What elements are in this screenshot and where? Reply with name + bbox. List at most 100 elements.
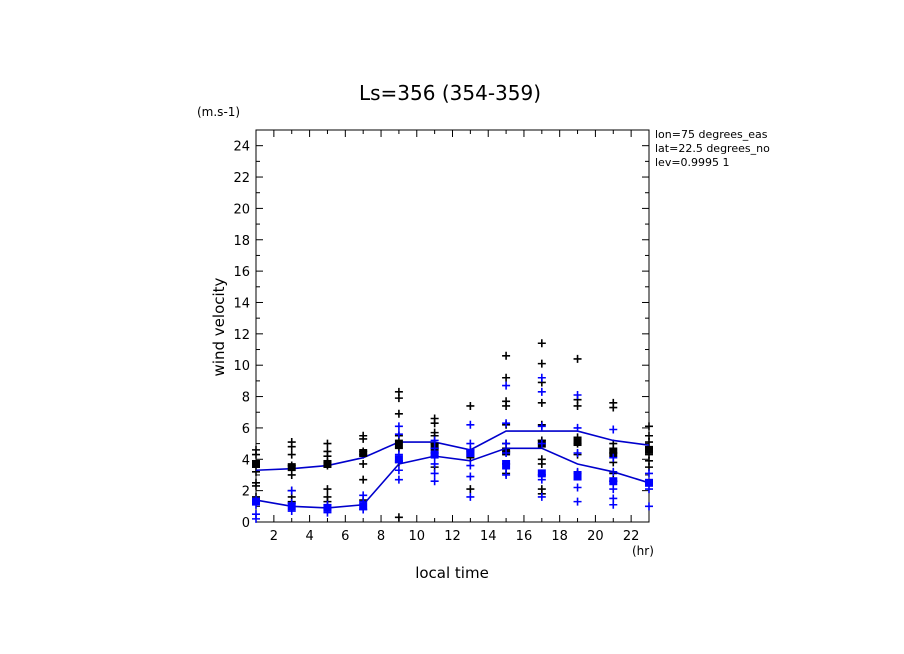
x-tick-label: 14 xyxy=(480,529,497,544)
annotation-lat: lat=22.5 degrees_no xyxy=(655,142,770,155)
scatter-point xyxy=(537,359,546,368)
scatter-point xyxy=(466,420,475,429)
y-tick-label: 8 xyxy=(242,391,250,406)
mean-marker xyxy=(645,445,653,454)
mean-marker xyxy=(609,477,618,486)
scatter-point xyxy=(287,470,296,479)
scatter-point xyxy=(502,351,511,360)
scatter-point xyxy=(287,442,296,451)
scatter-point xyxy=(502,439,511,448)
scatter-point xyxy=(537,339,546,348)
annotation-lon: lon=75 degrees_eas xyxy=(655,128,768,141)
scatter-point xyxy=(394,394,403,403)
mean-marker xyxy=(394,455,403,464)
scatter-point xyxy=(323,439,332,448)
mean-marker xyxy=(252,459,260,468)
x-tick-label: 22 xyxy=(623,529,640,544)
scatter-point xyxy=(573,423,582,432)
x-tick-label: 4 xyxy=(305,529,313,544)
x-tick-label: 12 xyxy=(444,529,461,544)
scatter-point xyxy=(645,469,653,478)
plot-frame xyxy=(255,129,650,523)
mean-marker xyxy=(323,503,332,512)
scatter-point xyxy=(394,430,403,439)
scatter-point xyxy=(573,354,582,363)
x-tick-label: 2 xyxy=(270,529,278,544)
scatter-point xyxy=(466,401,475,410)
y-tick-label: 24 xyxy=(233,140,250,155)
scatter-point xyxy=(609,485,618,494)
scatter-point xyxy=(573,401,582,410)
scatter-point xyxy=(394,409,403,418)
y-tick-label: 4 xyxy=(242,453,250,468)
scatter-point xyxy=(573,483,582,492)
scatter-point xyxy=(502,419,511,428)
series-line xyxy=(255,430,650,472)
scatter-point xyxy=(573,390,582,399)
scatter-point xyxy=(430,459,439,468)
mean-marker xyxy=(287,502,296,511)
series-line xyxy=(255,447,650,509)
y-tick-label: 12 xyxy=(233,328,250,343)
scatter-point xyxy=(394,475,403,484)
scatter-point xyxy=(466,492,475,501)
x-axis-label: local time xyxy=(415,564,489,582)
scatter-point xyxy=(252,450,260,459)
scatter-point xyxy=(609,403,618,412)
scatter-point xyxy=(323,485,332,494)
scatter-point xyxy=(645,422,653,431)
mean-marker xyxy=(430,450,439,459)
mean-marker xyxy=(394,439,403,448)
chart-title: Ls=356 (354-359) xyxy=(359,81,541,105)
mean-marker xyxy=(537,469,546,478)
scatter-point xyxy=(430,469,439,478)
scatter-point xyxy=(252,481,260,490)
scatter-point xyxy=(359,459,368,468)
y-tick-label: 16 xyxy=(233,265,250,280)
scatter-point xyxy=(430,419,439,428)
scatter-point xyxy=(537,387,546,396)
scatter-point xyxy=(466,461,475,470)
scatter-point xyxy=(537,439,546,448)
scatter-point xyxy=(252,514,260,523)
x-tick-label: 18 xyxy=(551,529,568,544)
scatter-point xyxy=(502,449,511,458)
mean-marker xyxy=(359,449,368,458)
mean-marker xyxy=(466,449,475,458)
y-tick-label: 0 xyxy=(242,516,250,531)
y-tick-label: 6 xyxy=(242,422,250,437)
x-tick-label: 16 xyxy=(516,529,533,544)
y-axis-label: wind velocity xyxy=(210,277,228,376)
scatter-point xyxy=(466,472,475,481)
mean-marker xyxy=(502,459,511,468)
scatter-point xyxy=(537,373,546,382)
scatter-point xyxy=(573,449,582,458)
scatter-point xyxy=(537,422,546,431)
scatter-point xyxy=(466,485,475,494)
series-1 xyxy=(252,373,653,523)
scatter-point xyxy=(502,381,511,390)
scatter-point xyxy=(573,497,582,506)
scatter-point xyxy=(537,492,546,501)
scatter-point xyxy=(502,373,511,382)
y-tick-label: 2 xyxy=(242,485,250,500)
scatter-point xyxy=(609,425,618,434)
scatter-point xyxy=(359,475,368,484)
scatter-point xyxy=(394,513,403,522)
x-tick-label: 10 xyxy=(408,529,425,544)
mean-marker xyxy=(573,472,582,481)
mean-marker xyxy=(645,478,653,487)
x-axis-unit: (hr) xyxy=(632,544,654,558)
scatter-point xyxy=(287,486,296,495)
scatter-point xyxy=(394,422,403,431)
scatter-point xyxy=(537,459,546,468)
mean-marker xyxy=(573,438,582,447)
series-0 xyxy=(252,339,653,522)
scatter-point xyxy=(502,401,511,410)
scatter-point xyxy=(609,453,618,462)
y-tick-label: 18 xyxy=(233,234,250,249)
scatter-point xyxy=(287,450,296,459)
mean-marker xyxy=(252,497,260,506)
